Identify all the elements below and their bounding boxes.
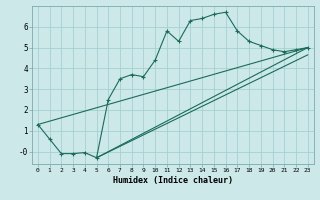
X-axis label: Humidex (Indice chaleur): Humidex (Indice chaleur) <box>113 176 233 185</box>
